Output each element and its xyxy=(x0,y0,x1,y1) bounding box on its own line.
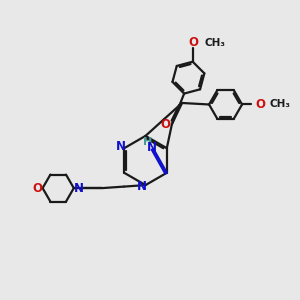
Text: O: O xyxy=(33,182,43,195)
Text: CH₃: CH₃ xyxy=(204,38,225,48)
Text: N: N xyxy=(137,180,147,193)
Text: H: H xyxy=(143,137,152,147)
Text: O: O xyxy=(160,118,170,131)
Text: O: O xyxy=(189,36,199,49)
Text: CH₃: CH₃ xyxy=(269,100,290,110)
Text: N: N xyxy=(147,141,157,154)
Text: N: N xyxy=(74,182,84,195)
Text: N: N xyxy=(116,140,126,153)
Text: O: O xyxy=(256,98,266,111)
